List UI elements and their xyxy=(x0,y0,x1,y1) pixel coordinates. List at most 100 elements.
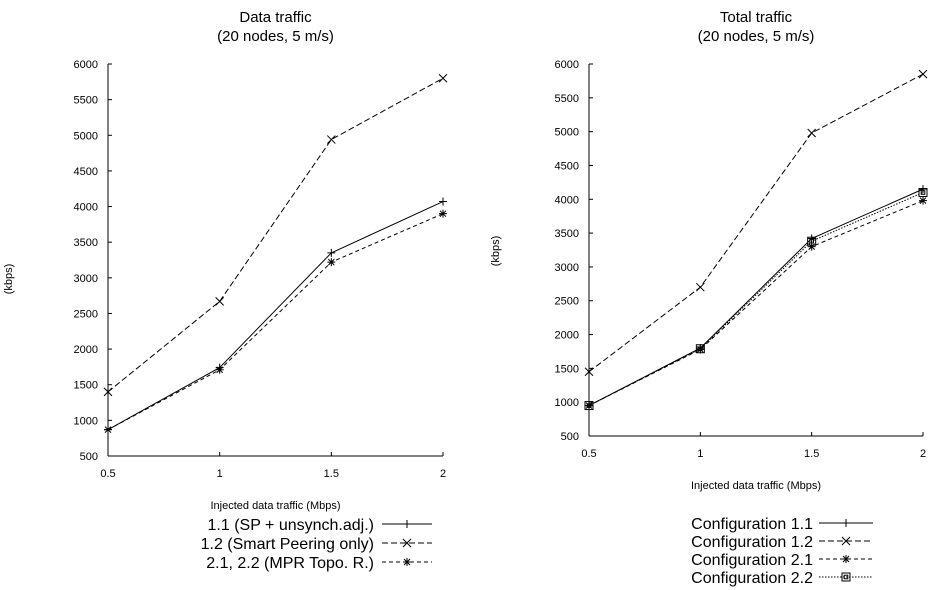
series-4 xyxy=(584,188,928,411)
y-tick-label: 4500 xyxy=(74,166,98,178)
y-tick-label: 3000 xyxy=(74,273,98,285)
x-axis-label: Injected data traffic (Mbps) xyxy=(691,480,821,492)
series-1 xyxy=(585,185,927,410)
series-line xyxy=(107,213,444,431)
legend-marker xyxy=(402,538,412,548)
x-tick-label: 0.5 xyxy=(100,468,115,480)
data-point xyxy=(807,236,817,246)
chart-title: Data traffic xyxy=(239,9,312,26)
legend-marker-inner xyxy=(843,574,849,580)
data-point xyxy=(696,345,705,354)
legend-entry: 1.2 (Smart Peering only) xyxy=(201,536,432,553)
series-line xyxy=(107,77,444,393)
data-point xyxy=(695,344,705,354)
x-tick-label: 2 xyxy=(440,468,446,480)
y-axis-label: (kbps) xyxy=(3,264,15,295)
data-point-inner xyxy=(698,346,703,352)
legend-marker xyxy=(403,520,411,528)
chart-subtitle: (20 nodes, 5 m/s) xyxy=(217,28,334,45)
y-tick-label: 4000 xyxy=(74,202,98,214)
data-point-inner xyxy=(586,403,592,408)
y-tick-label: 6000 xyxy=(555,59,579,71)
data-point xyxy=(326,135,336,144)
data-point xyxy=(918,69,928,79)
data-point-inner xyxy=(809,238,814,244)
legend-entry: 2.1, 2.2 (MPR Topo. R.) xyxy=(206,555,432,572)
data-point xyxy=(215,365,224,374)
x-tick-label: 1.5 xyxy=(324,468,339,480)
series-3 xyxy=(585,196,927,410)
data-point xyxy=(439,209,447,218)
y-tick-label: 4500 xyxy=(555,160,579,172)
y-tick-label: 4000 xyxy=(555,194,579,206)
data-point-box xyxy=(584,401,594,411)
y-tick-label: 1500 xyxy=(555,363,579,375)
chart-2: Total traffic(20 nodes, 5 m/s)5001000150… xyxy=(490,9,928,587)
legend-label: 1.2 (Smart Peering only) xyxy=(201,536,374,553)
x-tick-label: 0.5 xyxy=(581,448,596,460)
legend-label: Configuration 2.2 xyxy=(691,570,813,587)
legend-label: 2.1, 2.2 (MPR Topo. R.) xyxy=(206,555,374,572)
x-tick-label: 1 xyxy=(697,448,703,460)
y-tick-label: 1000 xyxy=(555,397,579,409)
y-tick-label: 3500 xyxy=(555,228,579,240)
y-tick-label: 5000 xyxy=(74,130,98,142)
data-point xyxy=(585,401,593,410)
y-tick-label: 5500 xyxy=(74,95,98,107)
legend-marker xyxy=(842,555,850,563)
legend-label: 1.1 (SP + unsynch.adj.) xyxy=(208,517,374,534)
data-point-box xyxy=(807,236,817,246)
data-point xyxy=(327,248,336,257)
data-point xyxy=(103,387,113,397)
y-tick-label: 500 xyxy=(561,431,579,443)
data-point xyxy=(918,188,928,198)
y-tick-label: 2500 xyxy=(74,308,98,320)
x-axis-label: Injected data traffic (Mbps) xyxy=(210,500,340,512)
series-2 xyxy=(103,73,448,397)
legend-entry: Configuration 1.1 xyxy=(691,516,873,533)
data-point-box xyxy=(918,188,928,198)
y-tick-label: 5500 xyxy=(555,93,579,105)
chart-1: Data traffic(20 nodes, 5 m/s)50010001500… xyxy=(3,9,448,572)
legend-label: Configuration 1.1 xyxy=(691,516,813,533)
y-tick-label: 3000 xyxy=(555,262,579,274)
x-tick-label: 1.5 xyxy=(804,448,819,460)
data-point xyxy=(439,197,447,206)
data-point-inner xyxy=(920,190,926,195)
series-line xyxy=(588,200,924,407)
data-point xyxy=(695,282,705,292)
y-tick-label: 2500 xyxy=(555,296,579,308)
y-tick-label: 2000 xyxy=(555,330,579,342)
legend-entry: Configuration 1.2 xyxy=(691,534,873,551)
legend-entry: Configuration 2.2 xyxy=(691,570,873,587)
y-tick-label: 5000 xyxy=(555,127,579,139)
data-point xyxy=(584,401,594,411)
series-3 xyxy=(104,209,447,434)
legend-entry: 1.1 (SP + unsynch.adj.) xyxy=(208,517,432,534)
data-point xyxy=(807,242,816,251)
y-tick-label: 6000 xyxy=(74,59,98,71)
data-point xyxy=(807,128,817,138)
data-point xyxy=(215,296,225,306)
chart-subtitle: (20 nodes, 5 m/s) xyxy=(698,28,815,45)
chart-title: Total traffic xyxy=(720,9,793,26)
data-point xyxy=(104,425,112,434)
legend-marker xyxy=(842,519,850,527)
data-point-box xyxy=(695,344,705,354)
legend-label: Configuration 2.1 xyxy=(691,552,813,569)
series-line xyxy=(107,201,444,431)
legend-label: Configuration 1.2 xyxy=(691,534,813,551)
series-line xyxy=(588,73,924,373)
series-line xyxy=(588,188,924,407)
legend-marker-box xyxy=(841,572,851,582)
data-point xyxy=(584,367,594,377)
x-tick-label: 2 xyxy=(920,448,926,460)
y-tick-label: 500 xyxy=(80,451,98,463)
x-tick-label: 1 xyxy=(217,468,223,480)
y-tick-label: 1500 xyxy=(74,380,98,392)
series-2 xyxy=(584,69,928,377)
legend-entry: Configuration 2.1 xyxy=(691,552,873,569)
data-point xyxy=(919,185,927,194)
y-tick-label: 3500 xyxy=(74,237,98,249)
